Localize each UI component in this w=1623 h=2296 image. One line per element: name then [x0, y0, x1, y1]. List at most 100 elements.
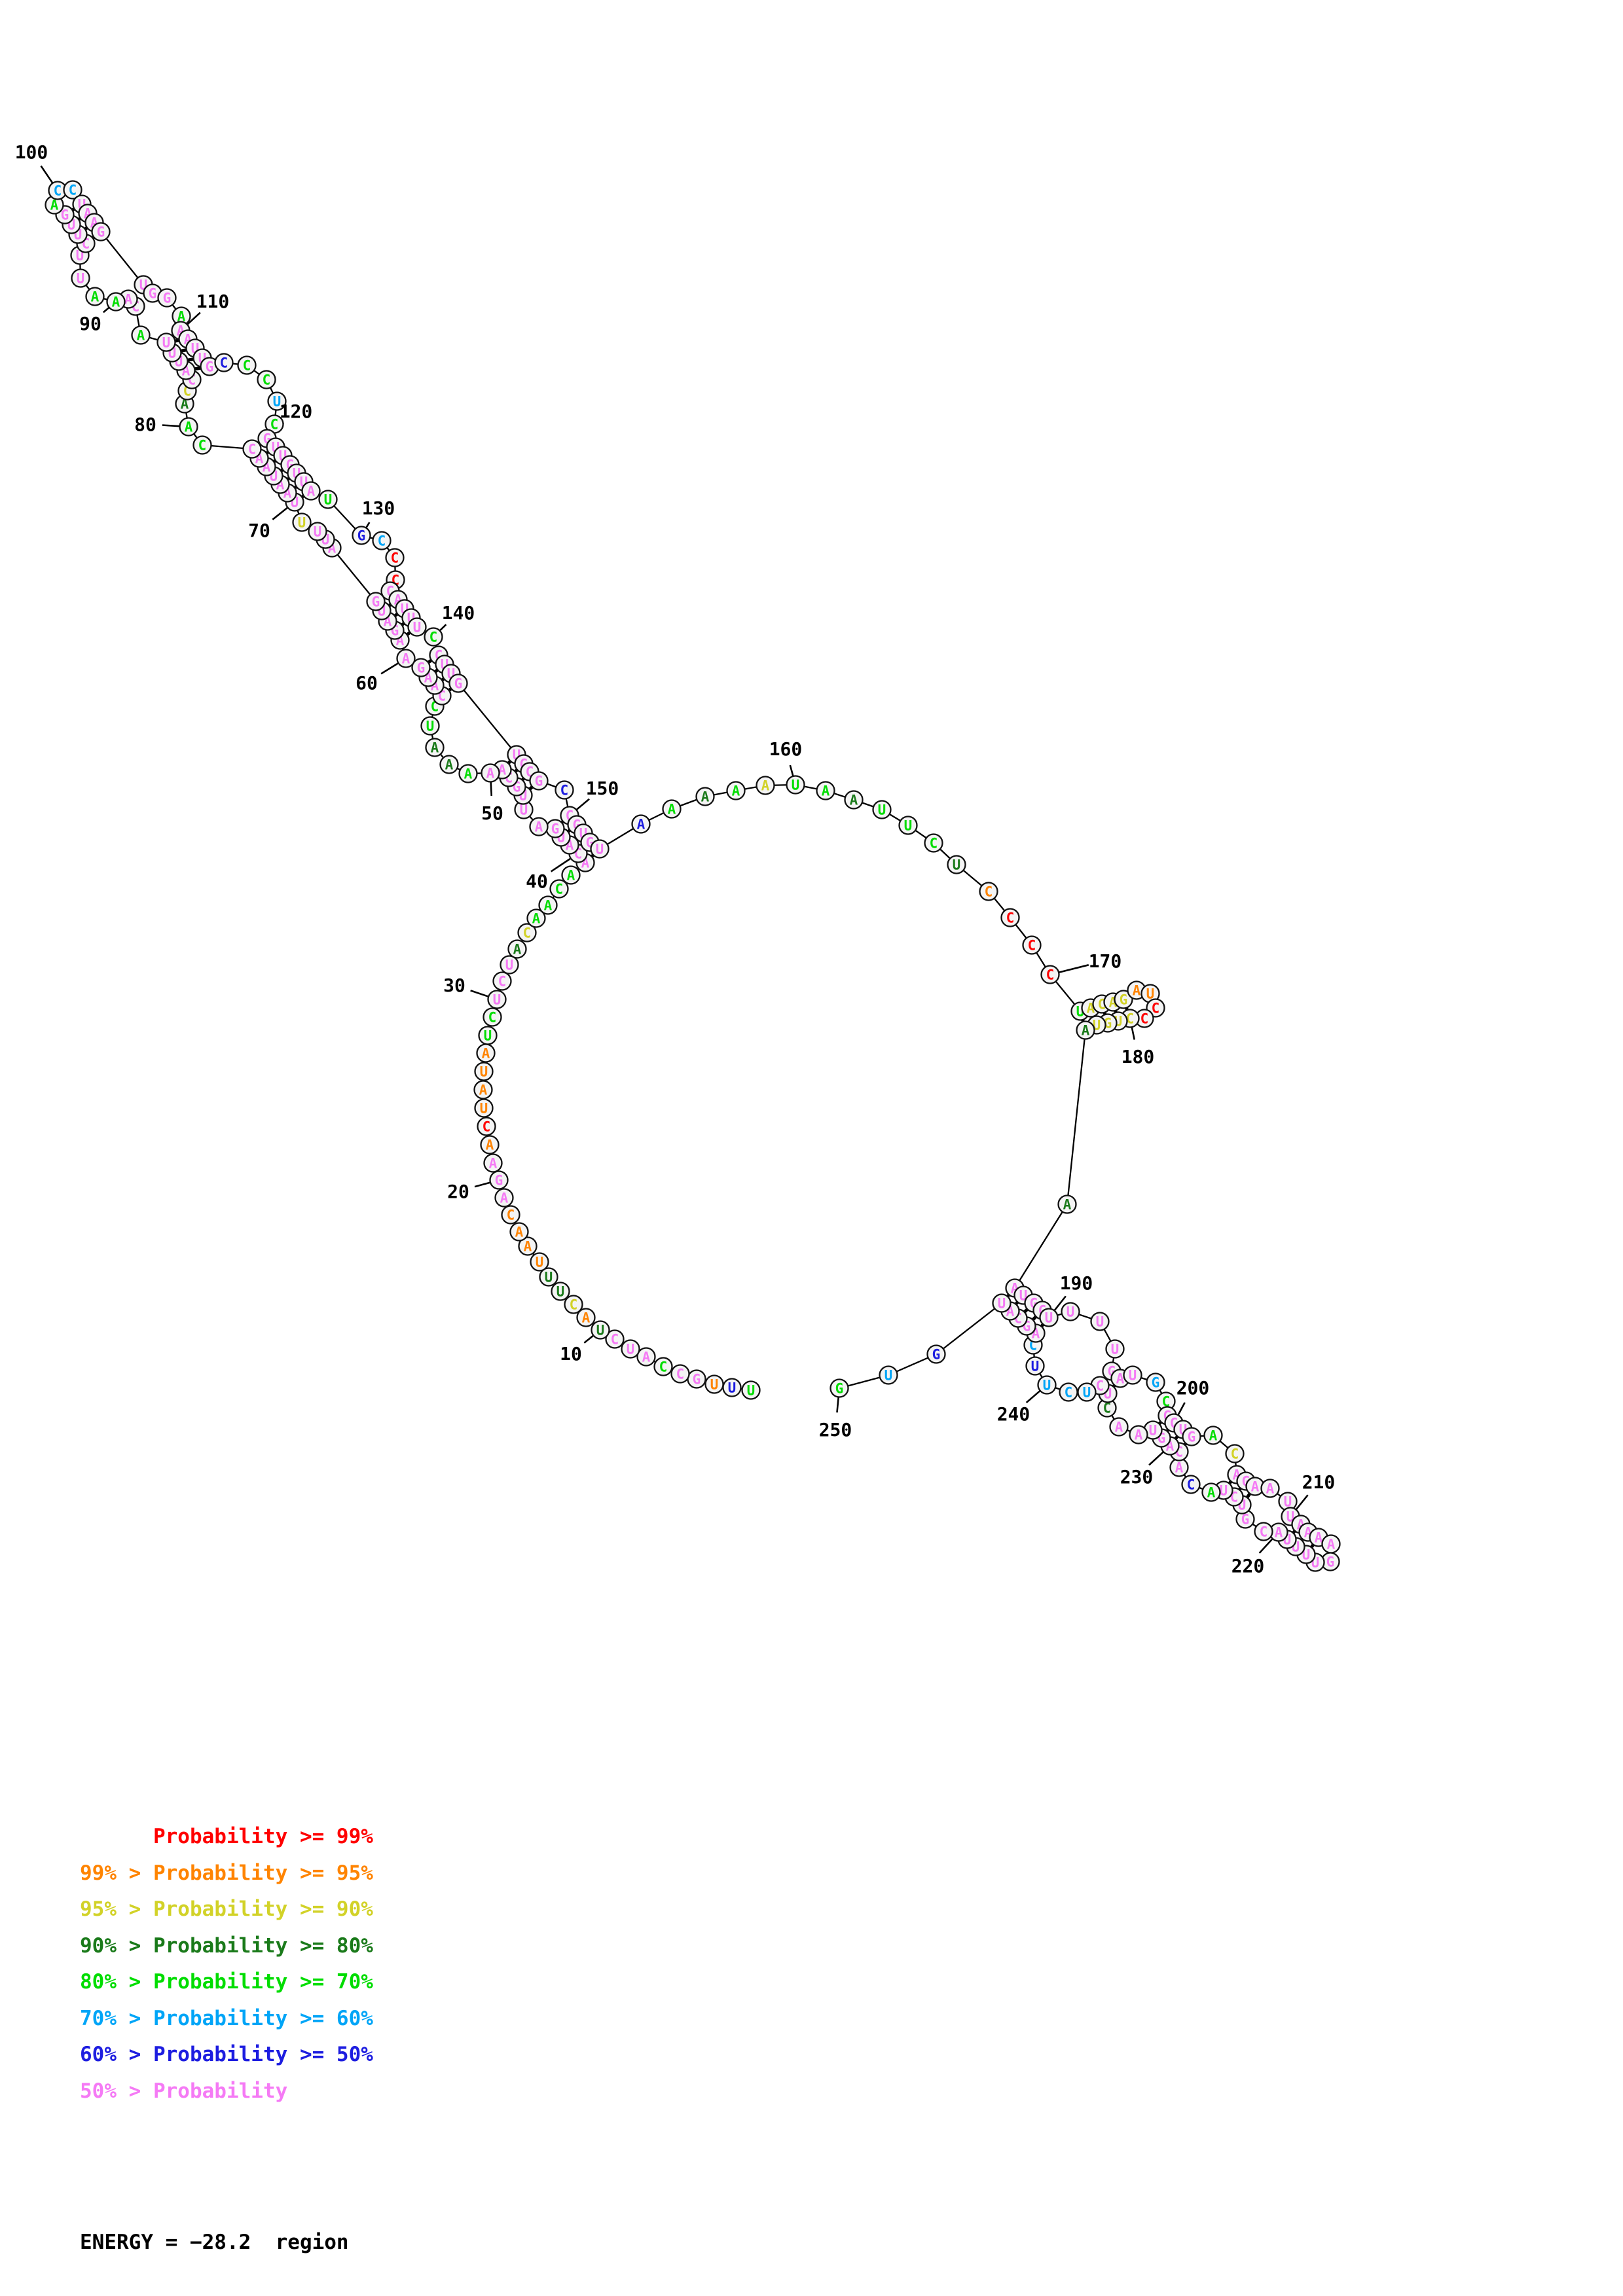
nucleotide-letter: A [637, 817, 646, 833]
nucleotide-letter: G [97, 224, 105, 240]
nucleotide-letter: A [177, 309, 186, 325]
nucleotide-circle [494, 1188, 514, 1208]
nucleotide-circle [816, 781, 835, 800]
label-leader-line [470, 990, 489, 997]
nucleotide-letter: A [402, 651, 410, 667]
nucleotide-circle [509, 1222, 529, 1242]
nucleotide-letter: U [556, 1284, 565, 1300]
nucleotide-letter: U [324, 492, 333, 508]
nucleotide-letter: C [1096, 1378, 1104, 1394]
nucleotide-letter: U [484, 1028, 492, 1044]
nucleotide-circle [366, 592, 386, 611]
nucleotide-circle [1040, 965, 1060, 984]
position-label: 160 [769, 738, 803, 760]
nucleotide-letter: U [480, 1101, 488, 1117]
nucleotide-circle [926, 1344, 946, 1364]
nucleotide-circle [1090, 1312, 1110, 1331]
nucleotide-letter: U [1096, 1314, 1104, 1330]
nucleotide-circle [1146, 1372, 1165, 1392]
nucleotide-letter: A [479, 1083, 488, 1098]
nucleotide-circle [992, 1293, 1012, 1313]
legend-row: 60% > Probability >= 50% [80, 2043, 373, 2066]
nucleotide-letter: U [627, 1342, 635, 1357]
nucleotide-circle [555, 780, 574, 800]
nucleotide-letter: U [1111, 1342, 1120, 1357]
position-label: 210 [1302, 1471, 1336, 1493]
nucleotide-circle [489, 1170, 509, 1190]
position-label: 50 [481, 802, 503, 824]
nucleotide-letter: A [535, 819, 543, 835]
nucleotide-circle [872, 800, 892, 819]
nucleotide-circle [318, 490, 338, 509]
label-leader-line [1148, 1451, 1164, 1466]
nucleotide-letter: U [1043, 1378, 1051, 1393]
nucleotide-circle [517, 923, 537, 942]
nucleotide-letter: A [486, 766, 495, 781]
position-label: 10 [560, 1343, 582, 1365]
nucleotide-circle [458, 764, 478, 783]
label-leader-line [1295, 1494, 1309, 1511]
nucleotide-letter: G [1326, 1554, 1335, 1570]
nucleotide-letter: A [50, 198, 59, 213]
position-label: 140 [442, 602, 475, 624]
nucleotide-circle [551, 1282, 570, 1301]
nucleotide-letter: C [488, 1010, 497, 1026]
nucleotide-circle [481, 763, 500, 783]
position-label: 180 [1122, 1046, 1155, 1067]
nucleotide-circle [1260, 1479, 1280, 1498]
nucleotide-circle [424, 627, 443, 647]
nucleotide-letter: U [1031, 1359, 1040, 1374]
nucleotide-letter: A [515, 1225, 524, 1240]
nucleotide-circle [695, 787, 715, 806]
nucleotide-letter: U [298, 515, 306, 531]
nucleotide-letter: U [273, 394, 282, 410]
nucleotide-circle [636, 1347, 656, 1367]
nucleotide-circle [561, 865, 581, 885]
nucleotide-circle [830, 1378, 849, 1398]
label-leader-line [575, 798, 590, 811]
nucleotide-letter: C [1187, 1477, 1195, 1493]
nucleotide-letter: A [1063, 1197, 1072, 1213]
nucleotide-letter: A [1082, 1023, 1090, 1039]
label-leader-line [583, 1335, 594, 1344]
position-label: 170 [1089, 950, 1122, 972]
nucleotide-circle [1057, 1194, 1077, 1214]
label-leader-line [40, 165, 54, 184]
nucleotide-letter: U [1083, 1385, 1091, 1401]
nucleotide-circle [1181, 1475, 1201, 1494]
nucleotide-letter: A [1133, 983, 1141, 999]
nucleotide-circle [549, 879, 569, 899]
nucleotide-circle [979, 882, 998, 901]
nucleotide-circle [756, 776, 775, 795]
nucleotide-letter: A [498, 762, 507, 778]
nucleotide-letter: U [1129, 1368, 1137, 1384]
label-leader-line [380, 662, 399, 675]
nucleotide-letter: U [480, 1064, 488, 1080]
nucleotide-letter: G [372, 594, 380, 610]
nucleotide-letter: U [520, 802, 528, 818]
nucleotide-letter: A [822, 783, 830, 799]
nucleotide-circle [662, 799, 682, 819]
nucleotide-circle [1254, 1522, 1273, 1541]
label-leader-line [439, 624, 447, 632]
legend-row: Probability >= 99% [80, 1825, 373, 1848]
nucleotide-circle [529, 817, 549, 836]
nucleotide-circle [478, 1026, 498, 1045]
nucleotide-letter: U [728, 1380, 737, 1396]
label-leader-line [1258, 1538, 1273, 1554]
nucleotide-circle [1114, 990, 1133, 1009]
nucleotide-circle [1037, 1375, 1057, 1395]
nucleotide-letter: A [544, 898, 553, 914]
nucleotide-circle [786, 775, 805, 795]
label-leader-line [550, 857, 572, 872]
nucleotide-circle [1025, 1356, 1045, 1376]
nucleotide-letter: C [1103, 1401, 1112, 1416]
nucleotide-letter: A [1266, 1481, 1275, 1497]
nucleotide-letter: C [220, 355, 228, 371]
nucleotide-letter: C [1140, 1011, 1149, 1027]
label-leader-line [789, 764, 794, 777]
nucleotide-letter: C [611, 1332, 619, 1348]
nucleotide-letter: C [378, 533, 386, 549]
nucleotide-letter: G [551, 821, 560, 837]
nucleotide-circle [407, 617, 427, 637]
